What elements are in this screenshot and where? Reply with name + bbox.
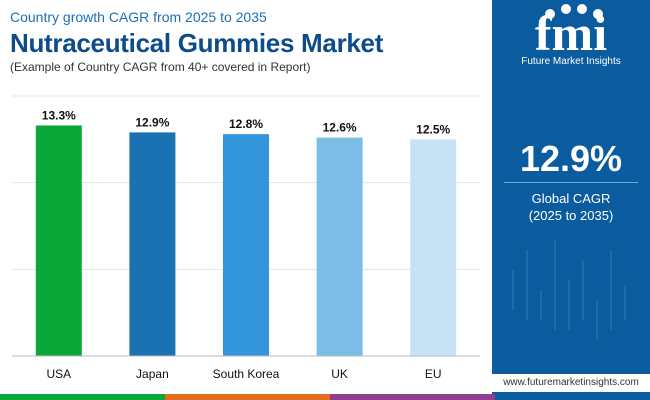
header: Country growth CAGR from 2025 to 2035 Nu… xyxy=(10,8,490,75)
bar-japan xyxy=(129,132,176,356)
data-label: 12.9% xyxy=(135,115,169,129)
logo-dot-3 xyxy=(577,4,587,14)
bar-chart-svg: 13.3% USA 12.9% Japan 12.8% South Korea 12.6% U… xyxy=(12,95,480,381)
data-label: 12.8% xyxy=(229,117,263,131)
strip-segment xyxy=(0,394,165,400)
x-tick-label: USA xyxy=(46,367,71,381)
fmi-logo-icon: fmi xyxy=(535,4,607,61)
bar-usa xyxy=(35,125,82,356)
strip-segment xyxy=(495,394,650,400)
x-tick-label: South Korea xyxy=(213,367,280,381)
x-tick-label: UK xyxy=(331,367,348,381)
right-panel: fmi Future Market Insights 12.9% Global … xyxy=(492,0,650,400)
strip-segment xyxy=(165,394,330,400)
logo-dot-2 xyxy=(561,4,571,14)
footer-url[interactable]: www.futuremarketinsights.com xyxy=(492,374,650,392)
x-tick-label: EU xyxy=(425,367,442,381)
logo-dot-4 xyxy=(593,9,603,19)
kpi-sub: (2025 to 2035) xyxy=(528,208,614,223)
kpi-divider xyxy=(504,182,638,183)
logo-text: Future Market Insights xyxy=(521,56,621,67)
kpi-value: 12.9% xyxy=(519,138,623,179)
chart-subtitle: Country growth CAGR from 2025 to 2035 xyxy=(10,9,267,25)
bottom-color-strip xyxy=(0,394,650,400)
fmi-logo: fmi Future Market Insights xyxy=(492,0,650,75)
kpi-label: Global CAGR xyxy=(531,191,611,206)
bar-chart: 13.3% USA 12.9% Japan 12.8% South Korea 12.6% U… xyxy=(0,80,492,392)
chart-note: (Example of Country CAGR from 40+ covere… xyxy=(10,60,311,74)
data-label: 12.5% xyxy=(416,122,450,136)
strip-segment xyxy=(330,394,495,400)
x-tick-label: Japan xyxy=(136,367,169,381)
chart-title: Nutraceutical Gummies Market xyxy=(10,28,384,58)
data-label: 12.6% xyxy=(323,121,357,135)
bar-south-korea xyxy=(223,134,269,356)
logo-dot-1 xyxy=(545,9,555,19)
panel-decoration xyxy=(512,240,626,340)
bar-eu xyxy=(410,139,457,356)
bar-uk xyxy=(316,137,363,356)
data-label: 13.3% xyxy=(42,108,76,122)
